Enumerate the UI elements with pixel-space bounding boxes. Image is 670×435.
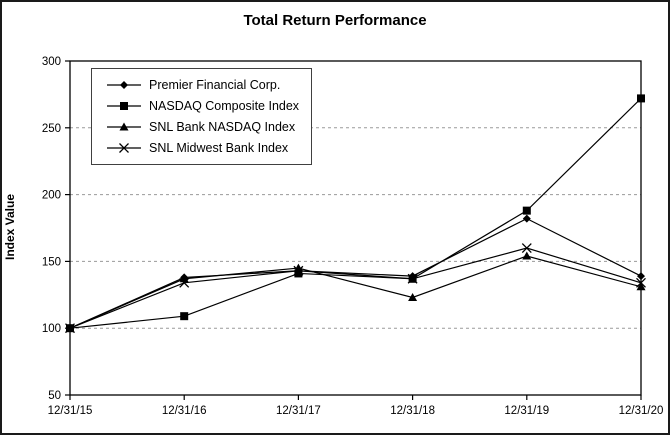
diamond-marker-icon xyxy=(120,80,128,89)
diamond-marker-icon xyxy=(522,214,531,223)
triangle-marker-icon xyxy=(119,122,129,131)
chart-title: Total Return Performance xyxy=(243,12,427,29)
square-marker-icon xyxy=(294,269,303,278)
triangle-marker-icon xyxy=(636,282,646,291)
y-tick-label: 250 xyxy=(42,123,61,135)
x-cross-marker-icon xyxy=(407,273,418,284)
square-marker-icon xyxy=(637,94,645,103)
legend-label: NASDAQ Composite Index xyxy=(149,98,300,113)
legend-label: SNL Midwest Bank Index xyxy=(149,141,289,156)
legend-item: SNL Bank NASDAQ Index xyxy=(106,120,311,134)
x-tick-label: 12/31/20 xyxy=(619,405,664,417)
x-cross-marker-icon xyxy=(636,277,646,288)
y-tick-label: 150 xyxy=(42,256,61,268)
square-marker-icon xyxy=(522,206,531,215)
x-cross-marker-icon xyxy=(65,323,75,334)
x-cross-legend-icon xyxy=(107,143,141,154)
y-tick-label: 200 xyxy=(42,190,61,202)
x-cross-marker-icon xyxy=(521,243,532,253)
diamond-marker-icon xyxy=(637,272,645,281)
x-tick-label: 12/31/17 xyxy=(276,405,321,417)
x-tick-label: 12/31/15 xyxy=(48,405,93,417)
x-tick-label: 12/31/16 xyxy=(162,405,207,417)
legend-item: Premier Financial Corp. xyxy=(106,78,311,92)
x-cross-marker-icon xyxy=(179,277,190,288)
series-line xyxy=(69,217,642,329)
series-line xyxy=(69,97,642,329)
square-marker-icon xyxy=(120,101,128,110)
triangle-legend-icon xyxy=(107,122,141,131)
triangle-marker-icon xyxy=(293,263,303,272)
x-tick-label: 12/31/18 xyxy=(390,405,435,417)
series-line xyxy=(69,247,642,329)
legend: Premier Financial Corp. NASDAQ Composite … xyxy=(91,68,312,165)
square-marker-icon xyxy=(180,312,189,321)
x-tick-label: 12/31/19 xyxy=(504,405,549,417)
square-legend-icon xyxy=(107,101,141,110)
triangle-marker-icon xyxy=(408,292,418,301)
legend-item: SNL Midwest Bank Index xyxy=(106,141,311,155)
legend-label: Premier Financial Corp. xyxy=(149,77,281,92)
plot-border xyxy=(69,60,642,396)
legend-label: SNL Bank NASDAQ Index xyxy=(149,120,296,135)
series-line xyxy=(69,255,642,329)
y-tick-label: 300 xyxy=(42,56,61,68)
triangle-marker-icon xyxy=(522,251,532,260)
diamond-legend-icon xyxy=(107,80,141,89)
legend-item: NASDAQ Composite Index xyxy=(106,99,311,113)
y-tick-label: 50 xyxy=(48,390,61,402)
y-tick-label: 100 xyxy=(42,323,61,335)
x-cross-marker-icon xyxy=(293,265,304,276)
x-cross-marker-icon xyxy=(119,143,129,154)
